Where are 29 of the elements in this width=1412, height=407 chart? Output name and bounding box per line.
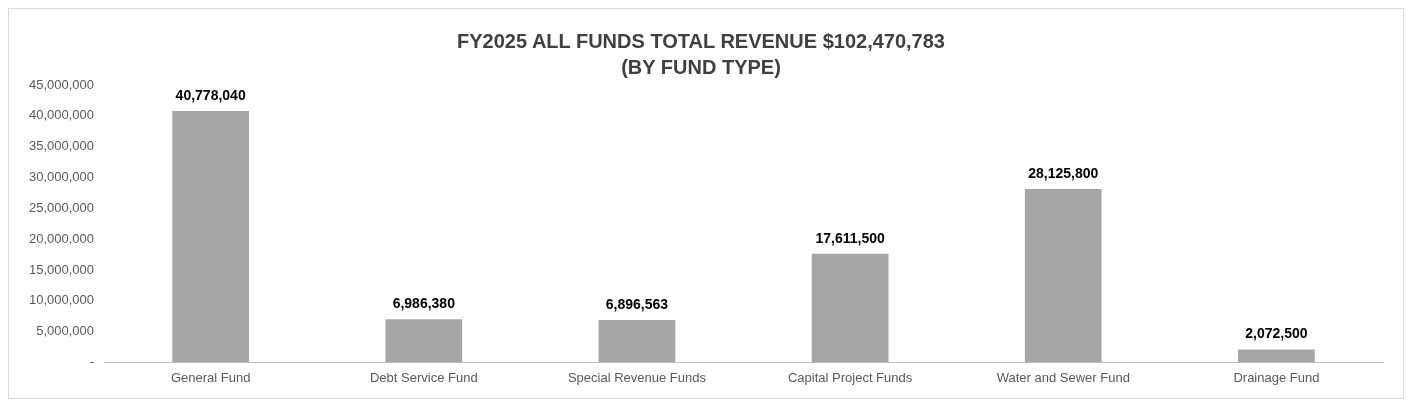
bar	[172, 111, 250, 363]
x-tick-label: Debt Service Fund	[369, 369, 478, 385]
bar	[385, 319, 463, 363]
x-tick-label: General Fund	[170, 369, 251, 385]
bar	[811, 253, 889, 363]
y-tick-label: 35,000,000	[28, 138, 95, 154]
bar	[1238, 349, 1315, 363]
bar	[598, 319, 676, 363]
data-label: 6,896,563	[605, 295, 669, 312]
y-tick-label: -	[89, 353, 95, 369]
bar	[1024, 189, 1102, 363]
data-label: 28,125,800	[1028, 164, 1099, 181]
x-tick-label: Drainage Fund	[1233, 369, 1320, 385]
y-tick-label: 10,000,000	[28, 292, 95, 308]
y-tick-label: 5,000,000	[36, 323, 95, 339]
x-tick-label: Water and Sewer Fund	[996, 369, 1130, 385]
data-label: 40,778,040	[175, 86, 246, 103]
x-tick-label: Capital Project Funds	[787, 369, 913, 385]
y-tick-label: 25,000,000	[28, 199, 95, 215]
y-tick-label: 40,000,000	[28, 107, 95, 123]
data-label: 2,072,500	[1245, 325, 1308, 342]
y-tick-label: 45,000,000	[28, 76, 95, 92]
y-tick-label: 20,000,000	[28, 230, 95, 246]
data-label: 6,986,380	[392, 295, 456, 312]
y-tick-label: 15,000,000	[28, 261, 95, 277]
data-label: 17,611,500	[815, 229, 885, 246]
y-tick-label: 30,000,000	[28, 169, 95, 185]
chart-title: FY2025 ALL FUNDS TOTAL REVENUE $102,470,783 (BY FUND TYPE)	[457, 29, 945, 78]
x-tick-label: Special Revenue Funds	[567, 369, 707, 385]
